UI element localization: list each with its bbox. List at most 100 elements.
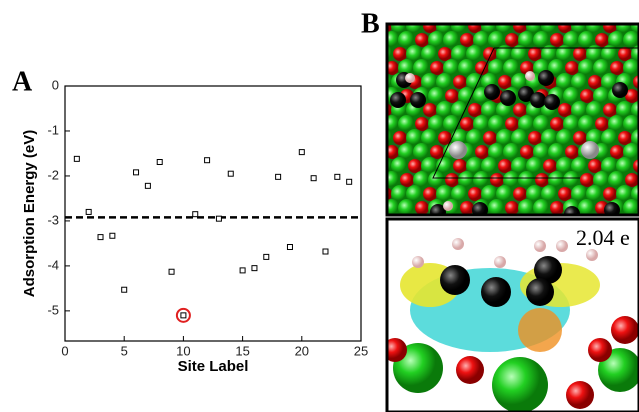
x-tick-label: 25 bbox=[354, 343, 368, 358]
atom bbox=[490, 173, 504, 187]
atom bbox=[580, 173, 594, 187]
atom bbox=[598, 348, 639, 392]
atom bbox=[436, 73, 454, 91]
atom bbox=[558, 24, 572, 33]
atom bbox=[468, 103, 482, 117]
atom bbox=[413, 143, 431, 161]
atom bbox=[387, 31, 401, 49]
atom bbox=[541, 129, 559, 147]
charge-density-view bbox=[387, 219, 639, 412]
atom bbox=[573, 131, 587, 145]
atom bbox=[445, 173, 459, 187]
atom bbox=[564, 206, 580, 215]
point bbox=[156, 159, 163, 166]
atom bbox=[511, 45, 529, 63]
atom bbox=[528, 47, 542, 61]
atom bbox=[466, 129, 484, 147]
atom bbox=[550, 201, 564, 215]
atom bbox=[563, 115, 581, 133]
atom bbox=[578, 59, 596, 77]
atom bbox=[443, 31, 461, 49]
atom bbox=[438, 131, 452, 145]
atom bbox=[563, 171, 581, 189]
atom bbox=[496, 45, 514, 63]
atom bbox=[387, 187, 392, 201]
atom bbox=[571, 185, 589, 203]
atom bbox=[533, 199, 551, 215]
atom bbox=[387, 171, 401, 189]
atom bbox=[415, 117, 429, 131]
point bbox=[322, 248, 329, 255]
atom bbox=[473, 115, 491, 133]
atom bbox=[451, 45, 469, 63]
atom bbox=[533, 143, 551, 161]
point bbox=[263, 253, 270, 260]
point bbox=[334, 173, 341, 180]
atom bbox=[505, 201, 519, 215]
atom bbox=[421, 129, 439, 147]
atom bbox=[616, 185, 634, 203]
atom bbox=[398, 115, 416, 133]
atom bbox=[436, 101, 454, 119]
image-annotation: 2.04 e bbox=[576, 225, 630, 250]
atom bbox=[453, 159, 467, 173]
atom bbox=[563, 31, 581, 49]
atom bbox=[588, 75, 602, 89]
plot-frame bbox=[64, 85, 362, 342]
atom bbox=[556, 240, 568, 252]
x-tick-label: 5 bbox=[121, 343, 128, 358]
atom bbox=[535, 173, 549, 187]
atom bbox=[387, 61, 399, 75]
atom bbox=[513, 103, 527, 117]
atom bbox=[472, 202, 488, 215]
atom bbox=[488, 199, 506, 215]
atom bbox=[593, 59, 611, 77]
atom bbox=[468, 187, 482, 201]
point bbox=[121, 286, 128, 293]
atom bbox=[503, 59, 521, 77]
atom bbox=[505, 33, 519, 47]
atom bbox=[488, 143, 506, 161]
atom bbox=[631, 185, 639, 203]
atom bbox=[601, 129, 619, 147]
point bbox=[298, 149, 305, 156]
atom bbox=[556, 129, 574, 147]
atom bbox=[511, 157, 529, 175]
atom bbox=[623, 59, 639, 77]
atom bbox=[601, 45, 619, 63]
atom bbox=[475, 61, 489, 75]
atom bbox=[558, 103, 572, 117]
atom bbox=[616, 101, 634, 119]
atom bbox=[398, 31, 416, 49]
atom bbox=[518, 86, 534, 102]
atom bbox=[453, 75, 467, 89]
atom bbox=[391, 157, 409, 175]
atom bbox=[452, 238, 464, 250]
atom bbox=[623, 143, 639, 161]
atom bbox=[423, 187, 437, 201]
atom bbox=[494, 256, 506, 268]
point bbox=[192, 211, 199, 218]
atom bbox=[460, 33, 474, 47]
highlight-ring bbox=[175, 307, 191, 323]
atom bbox=[571, 101, 589, 119]
point bbox=[97, 234, 104, 241]
atom bbox=[571, 157, 589, 175]
atom bbox=[481, 277, 511, 307]
point bbox=[346, 178, 353, 185]
atom bbox=[608, 115, 626, 133]
atom bbox=[496, 185, 514, 203]
atom bbox=[387, 129, 394, 147]
atom bbox=[483, 47, 497, 61]
atom bbox=[578, 115, 596, 133]
atom bbox=[443, 59, 461, 77]
atom bbox=[558, 187, 572, 201]
atom bbox=[428, 87, 446, 105]
atom bbox=[556, 157, 574, 175]
atom bbox=[518, 31, 536, 49]
atom bbox=[406, 185, 424, 203]
atom bbox=[445, 89, 459, 103]
atom bbox=[541, 45, 559, 63]
atom bbox=[623, 31, 639, 49]
point bbox=[286, 244, 293, 251]
